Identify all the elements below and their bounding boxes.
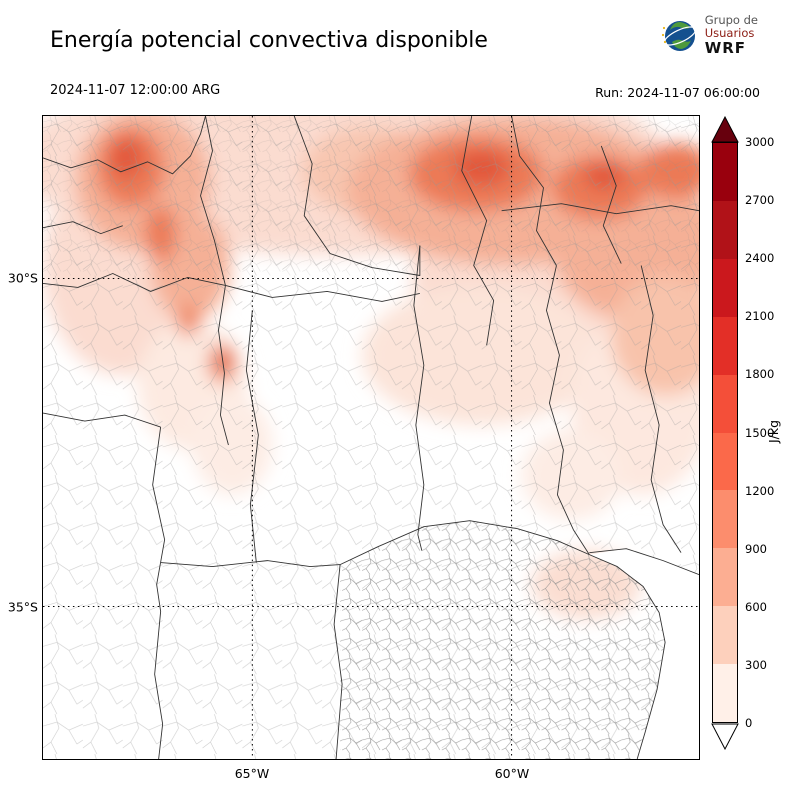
colorbar-tick-label: 1200 <box>745 483 775 498</box>
colorbar-ticks: 3000 2700 2400 2100 1800 1500 1200 900 600 300 0 <box>745 135 789 730</box>
lon-tick-60w: 60°W <box>494 766 530 781</box>
colorbar-under-arrow-shape <box>711 723 739 750</box>
colorbar-tick-label: 900 <box>745 541 767 556</box>
colorbar-segment <box>713 664 737 723</box>
valid-time-label: 2024-11-07 12:00:00 ARG <box>50 83 221 98</box>
wrf-logo-globe-icon <box>661 20 696 51</box>
colorbar-segment <box>713 258 737 317</box>
colorbar-tick-label: 1800 <box>745 367 775 382</box>
cape-map <box>43 116 699 759</box>
wrf-logo-text: Grupo de Usuarios WRF <box>704 13 758 58</box>
logo-line-3: WRF <box>704 39 747 58</box>
colorbar-under-arrow <box>711 723 739 750</box>
colorbar-segment <box>713 606 737 665</box>
buenos-aires-partidos-mesh <box>340 520 666 759</box>
run-time-label: Run: 2024-11-07 06:00:00 <box>595 85 760 100</box>
colorbar-unit-label: J/kg <box>766 419 782 444</box>
colorbar-segment <box>713 143 737 201</box>
logo-line-2: Usuarios <box>704 26 755 41</box>
northern-departments-texture <box>43 116 699 276</box>
colorbar-tick-label: 2700 <box>745 193 775 208</box>
wrf-logo: Grupo de Usuarios WRF <box>660 13 758 58</box>
colorbar-segment <box>713 316 737 375</box>
colorbar-tick-label: 600 <box>745 599 767 614</box>
colorbar-tick-label: 3000 <box>745 135 775 149</box>
colorbar-segment <box>713 374 737 433</box>
colorbar-tick-label: 2100 <box>745 309 775 324</box>
lat-tick-30s: 30°S <box>7 270 38 286</box>
colorbar-tick-label: 2400 <box>745 251 775 266</box>
colorbar-tick-label: 1500 <box>745 425 775 440</box>
logo-line-1: Grupo de <box>704 13 758 27</box>
colorbar-tick-label: 300 <box>745 657 767 672</box>
colorbar-segment <box>713 548 737 607</box>
colorbar-over-arrow <box>711 116 739 143</box>
atlantic-ocean <box>637 634 699 759</box>
colorbar-over-arrow-shape <box>711 116 739 143</box>
colorbar-segments <box>712 142 738 723</box>
colorbar-segment <box>713 432 737 491</box>
colorbar-tick-label: 0 <box>745 716 753 730</box>
page-title: Energía potencial convectiva disponible <box>50 28 488 53</box>
colorbar-segment <box>713 200 737 259</box>
lat-tick-35s: 35°S <box>7 599 38 615</box>
colorbar-segment <box>713 490 737 549</box>
lon-tick-65w: 65°W <box>234 766 270 781</box>
map-plot-area <box>42 115 700 760</box>
province-borders <box>43 116 699 759</box>
rio-de-la-plata <box>589 548 699 643</box>
